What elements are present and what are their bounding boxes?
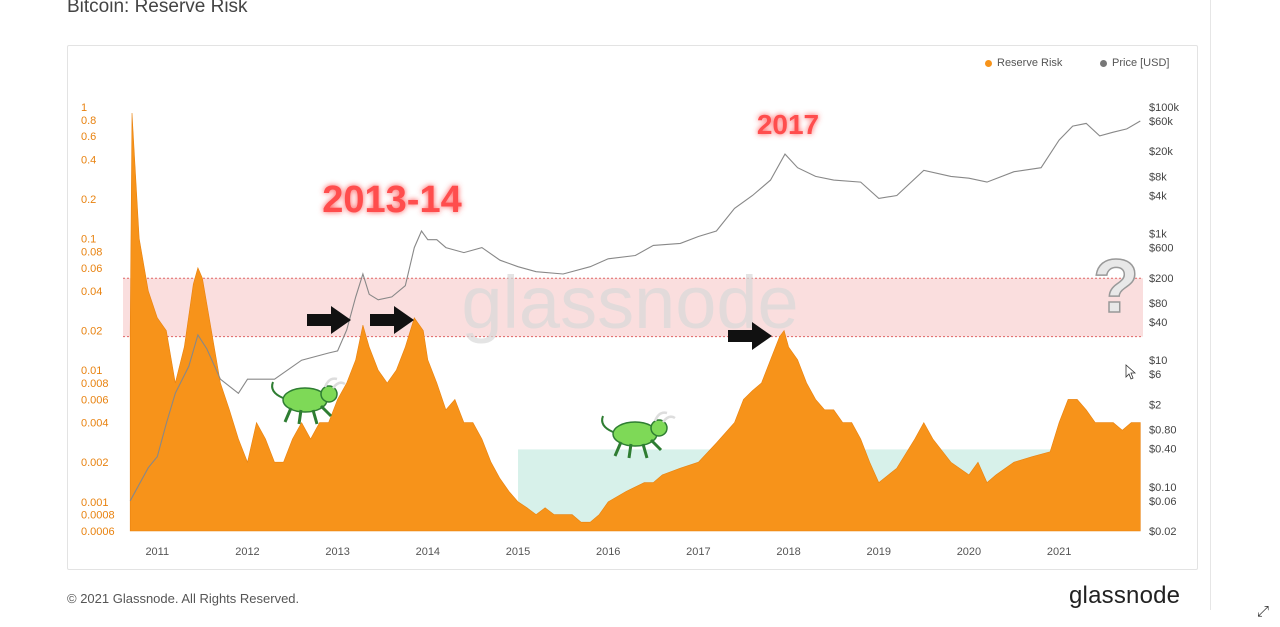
brand-logo[interactable]: glassnode <box>1069 582 1181 609</box>
expand-icon[interactable]: ⤢ <box>1257 603 1270 620</box>
legend-label-reserve-risk: Reserve Risk <box>997 57 1063 69</box>
page-title: Bitcoin: Reserve Risk <box>67 0 248 17</box>
legend-dot-price <box>1100 59 1107 67</box>
chart-frame <box>67 45 1198 570</box>
legend-price[interactable]: Price [USD] <box>1100 57 1169 69</box>
footer-copyright: © 2021 Glassnode. All Rights Reserved. <box>67 591 300 606</box>
panel-divider <box>1210 0 1211 610</box>
legend-dot-reserve-risk <box>985 59 992 67</box>
legend-reserve-risk[interactable]: Reserve Risk <box>985 57 1062 69</box>
legend-label-price: Price [USD] <box>1112 57 1170 69</box>
